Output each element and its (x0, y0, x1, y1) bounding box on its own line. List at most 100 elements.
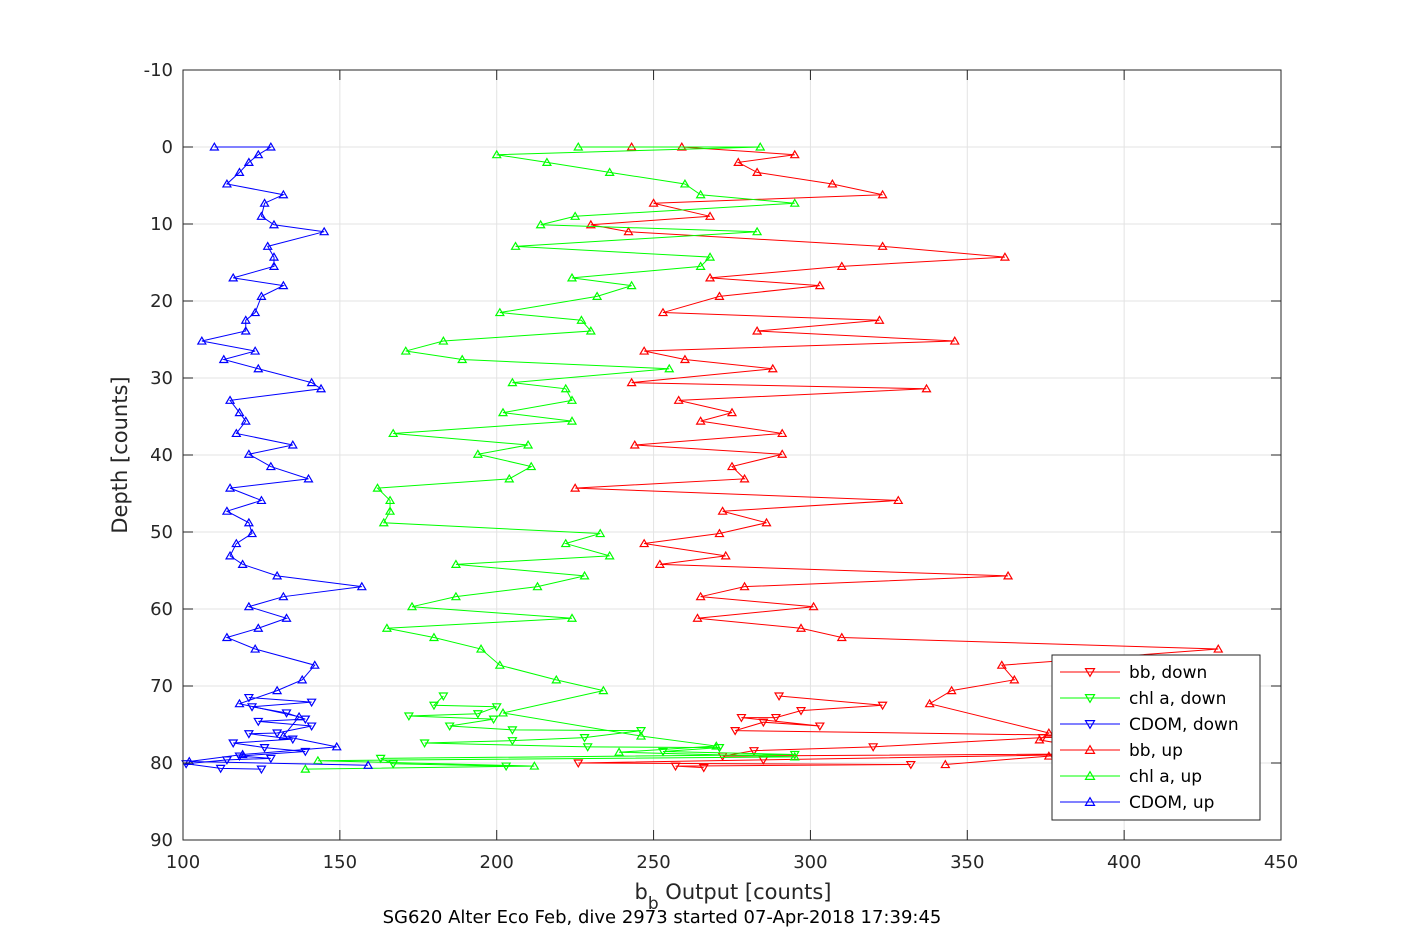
data-point (265, 461, 276, 471)
data-point (265, 142, 276, 151)
data-point (585, 219, 596, 229)
y-tick-label: 70 (150, 676, 173, 697)
data-point (635, 727, 647, 736)
data-point (494, 660, 505, 669)
data-point (228, 272, 239, 282)
data-point (281, 613, 292, 622)
data-point (497, 707, 509, 717)
data-point (717, 506, 728, 515)
data-point (218, 354, 229, 364)
data-point (598, 685, 609, 695)
data-point (789, 750, 800, 760)
data-point (648, 198, 659, 207)
data-point (949, 336, 960, 345)
data-point (507, 377, 518, 387)
y-tick-label: 10 (150, 214, 173, 235)
data-point (585, 326, 596, 335)
x-tick-label: 100 (166, 852, 200, 873)
data-point (253, 149, 264, 159)
data-point (268, 252, 280, 261)
data-point (657, 747, 669, 757)
series-5 (184, 142, 374, 769)
series-line (189, 146, 369, 766)
data-point (679, 178, 690, 188)
data-point (582, 743, 593, 752)
data-point (673, 395, 684, 404)
data-point (714, 744, 725, 753)
data-point (789, 149, 800, 159)
data-point (541, 157, 552, 166)
data-point (657, 307, 669, 317)
x-axis-label: bb Output [counts] (634, 880, 831, 914)
data-point (306, 698, 317, 708)
data-point (704, 252, 716, 261)
data-point (877, 701, 888, 711)
data-point (733, 157, 744, 166)
legend-entry-label: CDOM, down (1129, 715, 1239, 735)
data-point (868, 743, 879, 752)
data-point (231, 428, 242, 438)
data-point (504, 473, 515, 483)
data-point (1009, 674, 1020, 684)
data-point (739, 581, 750, 591)
series-line (305, 146, 795, 770)
data-point (428, 701, 440, 711)
data-point (372, 483, 383, 492)
data-point (363, 760, 374, 769)
legend-box (1051, 654, 1261, 821)
data-point (253, 623, 264, 632)
data-point (400, 346, 411, 355)
data-point (579, 570, 590, 580)
data-point (570, 211, 581, 220)
data-point (378, 517, 389, 527)
data-point (225, 550, 236, 560)
data-point (664, 363, 675, 373)
data-point (795, 623, 807, 632)
y-tick-label: 20 (150, 291, 173, 312)
data-point (566, 272, 578, 282)
legend-entry-label: chl a, down (1129, 689, 1226, 709)
y-tick-label: 0 (162, 137, 173, 158)
data-point (215, 764, 226, 774)
series-line (186, 697, 312, 770)
data-point (475, 644, 487, 653)
data-point (551, 674, 562, 684)
data-point (196, 336, 207, 345)
data-point (444, 722, 455, 732)
data-point (639, 538, 650, 548)
data-point (695, 591, 706, 601)
data-point (626, 280, 637, 290)
data-point (234, 698, 245, 708)
y-tick-label: 50 (150, 522, 173, 543)
data-point (256, 211, 267, 220)
data-point (523, 440, 534, 449)
data-point (752, 226, 763, 236)
data-point (510, 241, 521, 250)
y-tick-label: 30 (150, 368, 173, 389)
data-point (566, 395, 578, 404)
legend-entry-label: CDOM, up (1129, 793, 1214, 813)
data-point (497, 407, 509, 417)
data-point (250, 307, 261, 317)
data-point (921, 383, 932, 393)
data-point (570, 483, 581, 492)
data-point (604, 550, 615, 560)
data-point (231, 538, 242, 548)
x-tick-label: 300 (793, 852, 827, 873)
x-axis-label-subscript: b (648, 894, 659, 914)
data-point (331, 741, 342, 751)
data-point (243, 157, 254, 166)
data-point (730, 727, 741, 736)
data-point (246, 528, 258, 538)
data-point (256, 291, 267, 300)
series-0 (573, 692, 1130, 773)
data-point (262, 241, 273, 250)
data-point (243, 693, 254, 703)
data-point (457, 354, 468, 364)
series-3 (570, 142, 1224, 769)
data-point (714, 291, 725, 300)
data-point (877, 241, 888, 250)
data-point (243, 449, 254, 458)
data-point (579, 733, 590, 743)
